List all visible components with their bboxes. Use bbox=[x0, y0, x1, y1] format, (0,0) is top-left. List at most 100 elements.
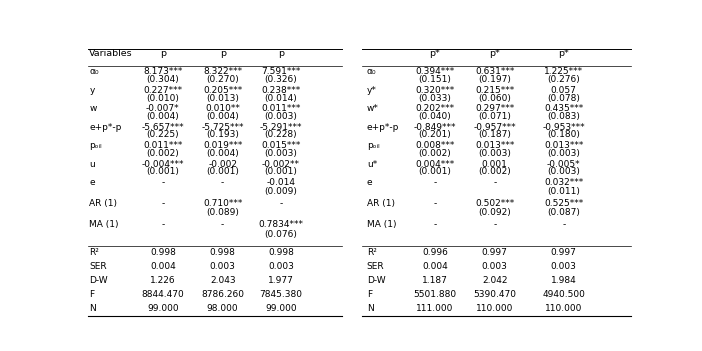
Text: p*: p* bbox=[489, 49, 500, 58]
Text: -: - bbox=[493, 178, 496, 187]
Text: 0.7834***: 0.7834*** bbox=[258, 220, 303, 229]
Text: 0.238***: 0.238*** bbox=[261, 86, 300, 95]
Text: 0.297***: 0.297*** bbox=[475, 104, 515, 113]
Text: -: - bbox=[562, 220, 565, 229]
Text: 0.003: 0.003 bbox=[268, 262, 294, 271]
Text: -0.014: -0.014 bbox=[266, 178, 296, 187]
Text: (0.087): (0.087) bbox=[548, 208, 581, 217]
Text: 7.591***: 7.591*** bbox=[261, 67, 300, 76]
Text: u*: u* bbox=[367, 159, 377, 168]
Text: 0.019***: 0.019*** bbox=[203, 141, 242, 150]
Text: -: - bbox=[433, 178, 437, 187]
Text: -0.002**: -0.002** bbox=[262, 159, 300, 168]
Text: p*: p* bbox=[430, 49, 440, 58]
Text: (0.228): (0.228) bbox=[265, 131, 297, 139]
Text: AR (1): AR (1) bbox=[367, 199, 395, 208]
Text: α₀: α₀ bbox=[367, 67, 376, 76]
Text: 0.008***: 0.008*** bbox=[415, 141, 454, 150]
Text: (0.013): (0.013) bbox=[206, 94, 239, 103]
Text: 0.320***: 0.320*** bbox=[415, 86, 454, 95]
Text: (0.009): (0.009) bbox=[265, 187, 298, 196]
Text: (0.326): (0.326) bbox=[265, 75, 297, 84]
Text: (0.201): (0.201) bbox=[418, 131, 451, 139]
Text: w: w bbox=[89, 104, 97, 113]
Text: e: e bbox=[367, 178, 373, 187]
Text: (0.076): (0.076) bbox=[265, 230, 298, 239]
Text: 5501.880: 5501.880 bbox=[413, 290, 456, 299]
Text: 0.525***: 0.525*** bbox=[544, 199, 583, 208]
Text: (0.011): (0.011) bbox=[548, 187, 581, 196]
Text: 8786.260: 8786.260 bbox=[201, 290, 244, 299]
Text: -: - bbox=[433, 220, 437, 229]
Text: (0.089): (0.089) bbox=[206, 208, 239, 217]
Text: (0.276): (0.276) bbox=[548, 75, 580, 84]
Text: SER: SER bbox=[367, 262, 385, 271]
Text: y*: y* bbox=[367, 86, 377, 95]
Text: 99.000: 99.000 bbox=[147, 304, 178, 313]
Text: (0.092): (0.092) bbox=[478, 208, 511, 217]
Text: 0.004: 0.004 bbox=[150, 262, 176, 271]
Text: 0.998: 0.998 bbox=[150, 248, 176, 257]
Text: 0.032***: 0.032*** bbox=[544, 178, 583, 187]
Text: (0.197): (0.197) bbox=[478, 75, 511, 84]
Text: 7845.380: 7845.380 bbox=[259, 290, 303, 299]
Text: N: N bbox=[89, 304, 96, 313]
Text: 0.997: 0.997 bbox=[482, 248, 508, 257]
Text: MA (1): MA (1) bbox=[89, 220, 119, 229]
Text: (0.004): (0.004) bbox=[147, 112, 179, 121]
Text: (0.001): (0.001) bbox=[418, 167, 451, 176]
Text: 0.004***: 0.004*** bbox=[415, 159, 454, 168]
Text: (0.270): (0.270) bbox=[206, 75, 239, 84]
Text: -0.007*: -0.007* bbox=[146, 104, 180, 113]
Text: F: F bbox=[367, 290, 372, 299]
Text: -0.002: -0.002 bbox=[208, 159, 237, 168]
Text: (0.003): (0.003) bbox=[478, 149, 511, 158]
Text: -: - bbox=[161, 199, 164, 208]
Text: 0.004: 0.004 bbox=[422, 262, 448, 271]
Text: -0.953***: -0.953*** bbox=[543, 123, 585, 132]
Text: 0.997: 0.997 bbox=[551, 248, 577, 257]
Text: 0.015***: 0.015*** bbox=[261, 141, 300, 150]
Text: -: - bbox=[279, 199, 282, 208]
Text: 1.187: 1.187 bbox=[422, 276, 448, 285]
Text: 0.011***: 0.011*** bbox=[261, 104, 300, 113]
Text: 1.226: 1.226 bbox=[150, 276, 176, 285]
Text: -: - bbox=[161, 178, 164, 187]
Text: α₀: α₀ bbox=[89, 67, 99, 76]
Text: u: u bbox=[89, 159, 95, 168]
Text: R²: R² bbox=[367, 248, 377, 257]
Text: 1.225***: 1.225*** bbox=[544, 67, 583, 76]
Text: N: N bbox=[367, 304, 373, 313]
Text: -: - bbox=[161, 220, 164, 229]
Text: p: p bbox=[160, 49, 166, 58]
Text: (0.304): (0.304) bbox=[147, 75, 179, 84]
Text: -: - bbox=[221, 178, 225, 187]
Text: 8844.470: 8844.470 bbox=[142, 290, 184, 299]
Text: Variables: Variables bbox=[89, 49, 133, 58]
Text: 110.000: 110.000 bbox=[545, 304, 583, 313]
Text: 0.011***: 0.011*** bbox=[143, 141, 183, 150]
Text: -0.004***: -0.004*** bbox=[142, 159, 184, 168]
Text: (0.225): (0.225) bbox=[147, 131, 179, 139]
Text: -0.957***: -0.957*** bbox=[473, 123, 516, 132]
Text: (0.002): (0.002) bbox=[147, 149, 179, 158]
Text: 111.000: 111.000 bbox=[416, 304, 453, 313]
Text: 5390.470: 5390.470 bbox=[473, 290, 516, 299]
Text: 0.227***: 0.227*** bbox=[143, 86, 183, 95]
Text: 8.173***: 8.173*** bbox=[143, 67, 183, 76]
Text: p: p bbox=[278, 49, 284, 58]
Text: (0.003): (0.003) bbox=[265, 112, 298, 121]
Text: pₒᵢₗ: pₒᵢₗ bbox=[89, 141, 102, 150]
Text: 0.001: 0.001 bbox=[482, 159, 508, 168]
Text: D-W: D-W bbox=[367, 276, 385, 285]
Text: -5.291***: -5.291*** bbox=[260, 123, 302, 132]
Text: (0.004): (0.004) bbox=[206, 112, 239, 121]
Text: (0.014): (0.014) bbox=[265, 94, 297, 103]
Text: (0.060): (0.060) bbox=[478, 94, 511, 103]
Text: 98.000: 98.000 bbox=[207, 304, 239, 313]
Text: 0.710***: 0.710*** bbox=[203, 199, 242, 208]
Text: (0.151): (0.151) bbox=[418, 75, 451, 84]
Text: 0.003: 0.003 bbox=[551, 262, 577, 271]
Text: e+p*-p: e+p*-p bbox=[89, 123, 121, 132]
Text: (0.071): (0.071) bbox=[478, 112, 511, 121]
